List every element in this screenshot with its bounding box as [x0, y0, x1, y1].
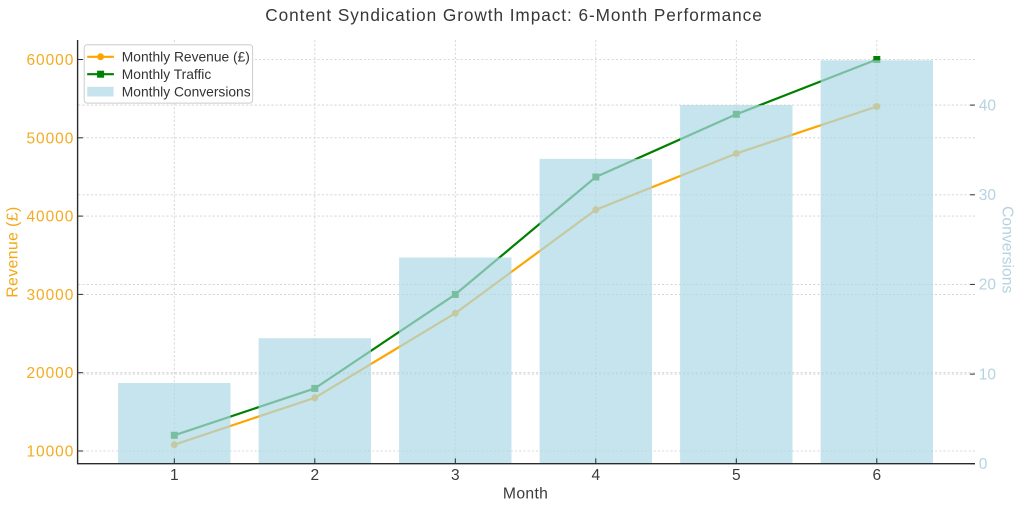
svg-text:30: 30: [979, 187, 997, 204]
svg-text:0: 0: [979, 456, 988, 473]
svg-text:20000: 20000: [26, 365, 74, 382]
svg-text:6: 6: [872, 467, 881, 484]
svg-text:4: 4: [591, 467, 600, 484]
svg-text:Month: Month: [503, 486, 548, 503]
svg-text:Monthly Traffic: Monthly Traffic: [122, 67, 212, 82]
svg-text:10000: 10000: [26, 444, 74, 461]
svg-text:Conversions: Conversions: [999, 206, 1016, 293]
svg-text:60000: 60000: [26, 52, 74, 69]
svg-text:3: 3: [451, 467, 460, 484]
svg-text:30000: 30000: [26, 287, 74, 304]
svg-text:Content Syndication Growth Imp: Content Syndication Growth Impact: 6-Mon…: [265, 5, 762, 25]
svg-text:Revenue (£): Revenue (£): [5, 206, 22, 297]
svg-text:1: 1: [170, 467, 179, 484]
svg-text:10: 10: [979, 366, 997, 383]
svg-text:Monthly Conversions: Monthly Conversions: [122, 84, 251, 99]
svg-text:5: 5: [732, 467, 741, 484]
svg-text:50000: 50000: [26, 130, 74, 147]
svg-text:20: 20: [979, 277, 997, 294]
svg-text:40000: 40000: [26, 209, 74, 226]
svg-text:40: 40: [979, 97, 997, 114]
svg-text:Monthly Revenue (£): Monthly Revenue (£): [122, 50, 250, 65]
svg-text:2: 2: [310, 467, 319, 484]
